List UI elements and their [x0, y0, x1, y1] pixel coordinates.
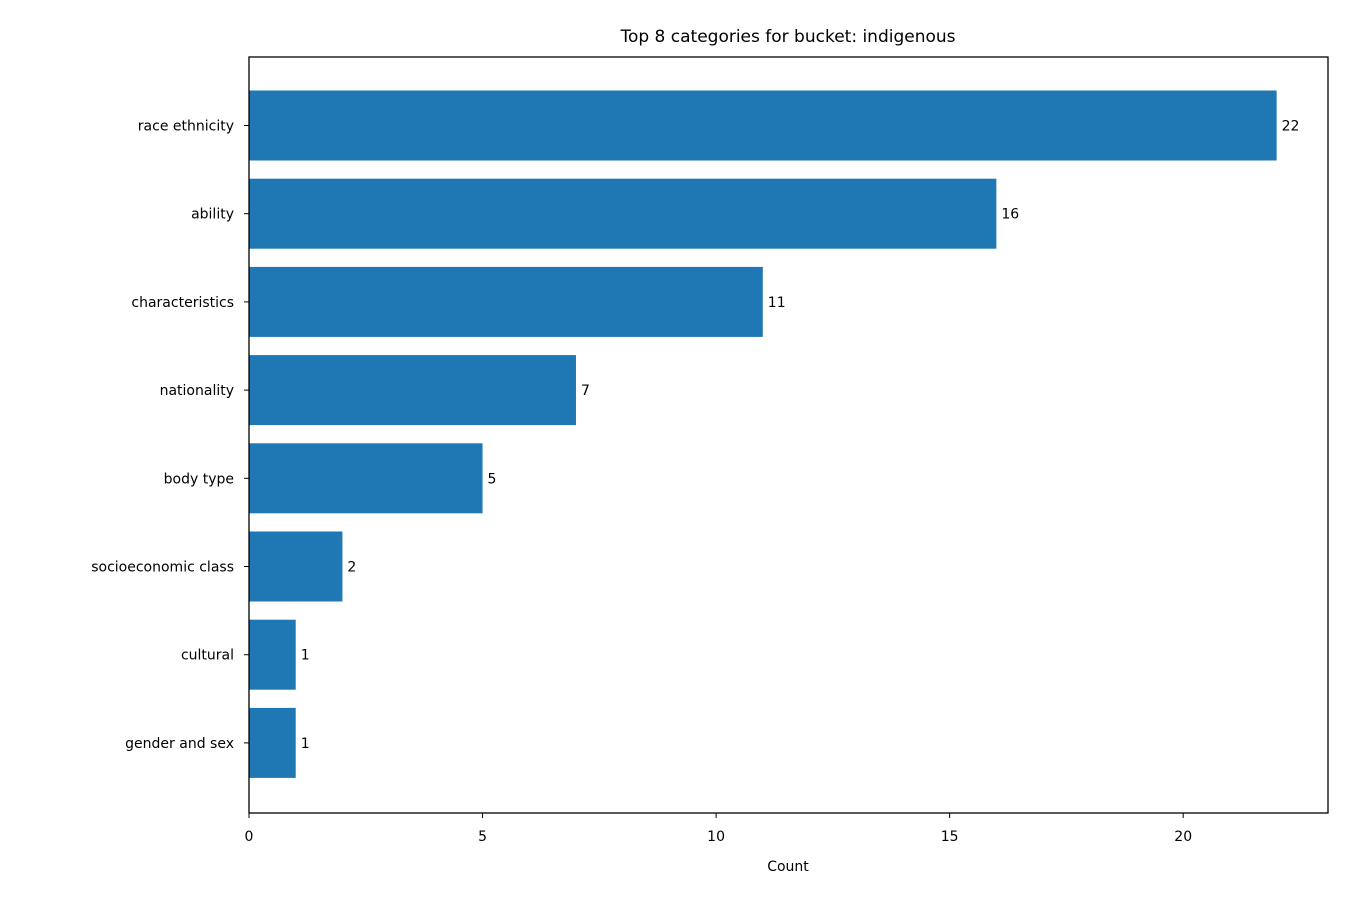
plot-area-frame [248, 56, 1329, 814]
x-tick-label: 10 [707, 829, 725, 845]
category-label: body type [164, 471, 234, 487]
bar [249, 90, 1277, 161]
category-label: nationality [160, 383, 234, 399]
x-tick-label: 5 [478, 829, 487, 845]
bar [249, 178, 997, 249]
value-label: 2 [347, 560, 356, 576]
category-label: gender and sex [125, 736, 234, 752]
bar [249, 266, 763, 337]
value-label: 5 [488, 471, 497, 487]
bar [249, 531, 343, 602]
bars-layer [249, 90, 1277, 778]
x-axis-ticks: 0 5 10 15 20 [245, 813, 1192, 845]
x-tick-label: 0 [245, 829, 254, 845]
category-label: characteristics [131, 295, 234, 311]
category-label: race ethnicity [138, 119, 234, 135]
value-label: 1 [301, 648, 310, 664]
category-labels: race ethnicity ability characteristics nati… [91, 119, 249, 752]
bar [249, 619, 296, 690]
value-label: 16 [1001, 207, 1019, 223]
category-label: cultural [181, 648, 234, 664]
category-label: ability [191, 207, 234, 223]
chart-title: Top 8 categories for bucket: indigenous [619, 27, 955, 47]
category-label: socioeconomic class [91, 560, 234, 576]
value-label: 22 [1282, 119, 1300, 135]
bar [249, 443, 483, 514]
value-label: 11 [768, 295, 786, 311]
bar [249, 707, 296, 778]
value-label: 7 [581, 383, 590, 399]
bar [249, 355, 576, 426]
x-tick-label: 15 [941, 829, 959, 845]
x-axis-label: Count [767, 859, 809, 875]
x-tick-label: 20 [1174, 829, 1192, 845]
value-label: 1 [301, 736, 310, 752]
